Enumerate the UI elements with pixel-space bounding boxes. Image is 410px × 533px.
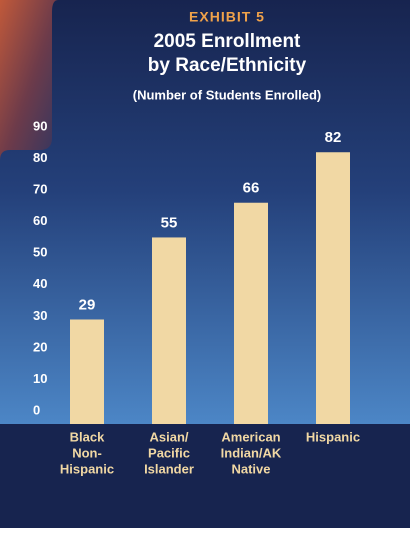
- bar: [234, 202, 268, 424]
- x-tick-label: Black: [70, 429, 105, 444]
- y-tick-label: 40: [33, 276, 47, 291]
- y-tick-label: 80: [33, 150, 47, 165]
- x-tick-label: Native: [231, 461, 270, 476]
- bar: [152, 237, 186, 424]
- x-tick-label: Indian/AK: [221, 445, 282, 460]
- x-tick-label: Pacific: [148, 445, 190, 460]
- x-tick-label: Hispanic: [60, 461, 114, 476]
- bar: [316, 152, 350, 424]
- y-tick-label: 70: [33, 182, 47, 197]
- x-tick-label: Asian/: [149, 429, 188, 444]
- footer-band: [0, 424, 410, 528]
- y-tick-label: 50: [33, 245, 47, 260]
- y-tick-label: 60: [33, 213, 47, 228]
- kicker: EXHIBIT 5: [189, 9, 265, 25]
- bar: [70, 319, 104, 424]
- photo: [0, 0, 60, 170]
- y-tick-label: 90: [33, 118, 47, 133]
- value-label: 55: [161, 214, 178, 231]
- chart-title: by Race/Ethnicity: [148, 55, 307, 76]
- y-tick-label: 10: [33, 371, 47, 386]
- value-label: 29: [79, 296, 96, 313]
- panel: [0, 0, 410, 424]
- x-tick-label: Islander: [144, 461, 194, 476]
- x-tick-label: American: [221, 429, 280, 444]
- value-label: 66: [243, 180, 260, 197]
- y-tick-label: 30: [33, 308, 47, 323]
- chart-subtitle: (Number of Students Enrolled): [133, 87, 322, 102]
- chart-title: 2005 Enrollment: [154, 31, 301, 52]
- y-tick-label: 20: [33, 339, 47, 354]
- y-tick-label: 0: [33, 402, 40, 417]
- x-tick-label: Hispanic: [306, 429, 360, 444]
- x-tick-label: Non-: [72, 445, 102, 460]
- value-label: 82: [325, 129, 342, 146]
